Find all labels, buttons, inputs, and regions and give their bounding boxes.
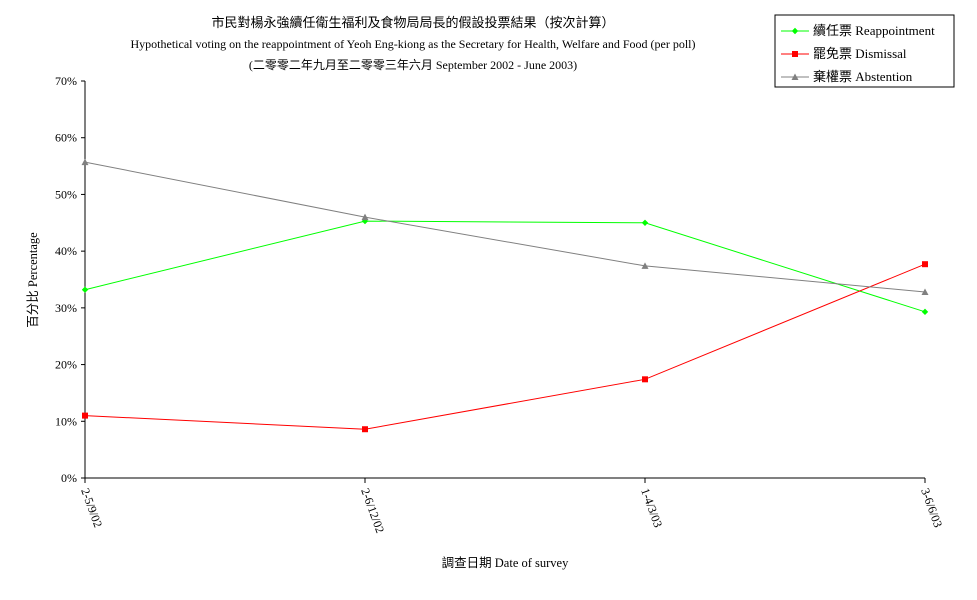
x-tick-label: 2-6/12/02: [358, 486, 387, 535]
y-tick-label: 10%: [55, 414, 77, 428]
chart-subtitle: Hypothetical voting on the reappointment…: [131, 37, 696, 51]
y-tick-label: 50%: [55, 187, 77, 201]
data-point-abstention: [921, 288, 929, 295]
series-markers: [81, 158, 929, 433]
legend-label-dismissal: 罷免票 Dismissal: [813, 46, 907, 61]
data-point-dismissal: [362, 426, 368, 433]
y-tick-label: 20%: [55, 358, 77, 372]
data-point-reappointment: [361, 217, 369, 225]
series-line-reappointment: [84, 220, 926, 313]
legend-box: [774, 14, 955, 88]
axes: 0% 10% 20% 30% 40% 50% 60% 70% 2-5/9/02 2-6/12/02…: [55, 74, 945, 535]
legend: 續任票 Reappointment 罷免票 Dismissal 棄權票 Absten…: [774, 14, 955, 88]
x-axis-label: 調查日期 Date of survey: [442, 556, 569, 570]
x-tick-label: 1-4/3/03: [638, 486, 665, 529]
series-lines: [84, 161, 926, 430]
y-axis-label: 百分比 Percentage: [26, 232, 40, 328]
chart-title: 市民對楊永強續任衛生福利及食物局局長的假設投票結果（按次計算）: [211, 15, 614, 30]
y-tick-label: 60%: [55, 131, 77, 145]
legend-label-reappointment: 續任票 Reappointment: [813, 23, 935, 38]
y-tick-label: 0%: [61, 471, 77, 485]
data-point-dismissal: [642, 376, 648, 383]
data-point-dismissal: [82, 412, 88, 419]
chart-subtitle-period: (二零零二年九月至二零零三年六月 September 2002 - June 2…: [249, 58, 577, 72]
data-point-reappointment: [81, 286, 89, 293]
data-point-reappointment: [641, 219, 649, 226]
legend-marker-dismissal: [792, 51, 798, 57]
series-line-dismissal: [84, 263, 926, 430]
y-tick-label: 40%: [55, 244, 77, 258]
data-point-dismissal: [922, 261, 928, 268]
data-point-abstention: [81, 158, 89, 166]
legend-label-abstention: 棄權票 Abstention: [813, 69, 913, 84]
series-line-abstention: [84, 161, 926, 293]
y-tick-label: 30%: [55, 301, 77, 315]
x-tick-label: 3-6/6/03: [918, 486, 945, 529]
legend-marker-reappointment: [791, 27, 799, 35]
data-point-abstention: [361, 213, 369, 221]
legend-marker-abstention: [791, 73, 799, 80]
data-point-abstention: [641, 262, 649, 269]
y-tick-label: 70%: [55, 74, 77, 88]
data-point-reappointment: [921, 308, 929, 316]
x-tick-label: 2-5/9/02: [78, 486, 105, 529]
